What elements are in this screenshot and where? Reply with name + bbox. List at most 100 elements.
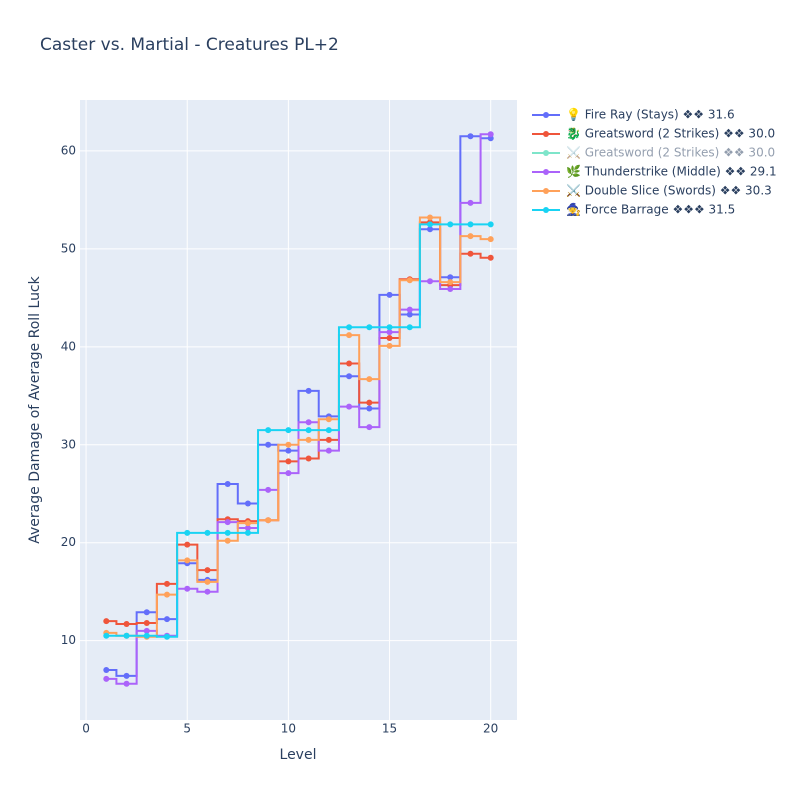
data-point <box>487 236 494 243</box>
data-point <box>224 480 231 487</box>
data-point <box>366 424 373 431</box>
legend-marker <box>543 188 549 194</box>
legend-item[interactable]: 🧙 Force Barrage ❖❖❖ 31.5 <box>532 203 735 217</box>
data-point <box>184 557 191 564</box>
data-point <box>163 633 170 640</box>
legend-item[interactable]: ⚔️ Double Slice (Swords) ❖❖ 30.3 <box>532 184 772 198</box>
data-point <box>163 591 170 598</box>
data-point <box>123 672 130 679</box>
legend-marker <box>543 131 549 137</box>
data-point <box>406 311 413 318</box>
data-point <box>487 254 494 261</box>
data-point <box>244 500 251 507</box>
x-tick-label: 10 <box>281 722 296 736</box>
x-tick-label: 20 <box>483 722 498 736</box>
x-axis-title: Level <box>280 747 317 763</box>
data-point <box>123 680 130 687</box>
legend-label: ⚔️ Greatsword (2 Strikes) ❖❖ 30.0 <box>566 146 775 160</box>
data-point <box>406 324 413 331</box>
data-point <box>285 447 292 454</box>
y-tick-label: 20 <box>61 535 76 549</box>
data-point <box>386 342 393 349</box>
data-point <box>305 436 312 443</box>
legend-label: 🧙 Force Barrage ❖❖❖ 31.5 <box>566 203 735 217</box>
data-point <box>386 291 393 298</box>
data-point <box>325 427 332 434</box>
legend-label: 💡 Fire Ray (Stays) ❖❖ 31.6 <box>566 108 735 122</box>
data-point <box>447 286 454 293</box>
data-point <box>285 470 292 477</box>
y-tick-label: 50 <box>61 241 76 255</box>
data-point <box>163 616 170 623</box>
data-point <box>163 580 170 587</box>
legend: 💡 Fire Ray (Stays) ❖❖ 31.6 🐉 Greatsword (… <box>532 108 777 217</box>
data-point <box>447 221 454 228</box>
data-point <box>427 214 434 221</box>
data-point <box>366 376 373 383</box>
legend-item[interactable]: 💡 Fire Ray (Stays) ❖❖ 31.6 <box>532 108 735 122</box>
data-point <box>467 199 474 206</box>
data-point <box>285 427 292 434</box>
legend-label: ⚔️ Double Slice (Swords) ❖❖ 30.3 <box>566 184 772 198</box>
data-point <box>346 403 353 410</box>
data-point <box>386 329 393 336</box>
data-point <box>204 588 211 595</box>
data-point <box>285 441 292 448</box>
legend-item[interactable]: 🐉 Greatsword (2 Strikes) ❖❖ 30.0 <box>532 127 775 141</box>
data-point <box>467 133 474 140</box>
data-point <box>143 609 150 616</box>
data-point <box>325 416 332 423</box>
data-point <box>184 541 191 548</box>
data-point <box>305 419 312 426</box>
data-point <box>427 278 434 285</box>
data-point <box>143 627 150 634</box>
data-point <box>204 567 211 574</box>
data-point <box>143 632 150 639</box>
x-tick-label: 5 <box>183 722 191 736</box>
data-point <box>305 387 312 394</box>
legend-marker <box>543 150 549 156</box>
series-line <box>106 135 491 677</box>
data-point <box>224 537 231 544</box>
legend-marker <box>543 169 549 175</box>
data-point <box>467 221 474 228</box>
legend-marker <box>543 112 549 118</box>
data-point <box>346 332 353 339</box>
data-point <box>204 529 211 536</box>
legend-item[interactable]: 🌿 Thunderstrike (Middle) ❖❖ 29.1 <box>532 165 777 179</box>
data-point <box>224 519 231 526</box>
data-point <box>305 455 312 462</box>
data-point <box>184 529 191 536</box>
data-point <box>467 250 474 257</box>
x-tick-label: 0 <box>82 722 90 736</box>
data-point <box>265 486 272 493</box>
data-point <box>346 360 353 367</box>
data-point <box>305 427 312 434</box>
y-tick-label: 30 <box>61 437 76 451</box>
data-point <box>265 517 272 524</box>
data-point <box>487 131 494 138</box>
data-point <box>123 632 130 639</box>
data-point <box>244 525 251 532</box>
data-point <box>386 324 393 331</box>
y-axis-title: Average Damage of Average Roll Luck <box>27 275 43 543</box>
data-point <box>123 621 130 628</box>
data-point <box>346 373 353 380</box>
legend-label: 🐉 Greatsword (2 Strikes) ❖❖ 30.0 <box>566 127 775 141</box>
data-point <box>406 306 413 313</box>
legend-label: 🌿 Thunderstrike (Middle) ❖❖ 29.1 <box>566 165 777 179</box>
legend-item[interactable]: ⚔️ Greatsword (2 Strikes) ❖❖ 30.0 <box>532 146 775 160</box>
data-point <box>285 458 292 465</box>
data-point <box>487 221 494 228</box>
data-point <box>103 632 110 639</box>
data-point <box>103 675 110 682</box>
data-point <box>366 405 373 412</box>
data-point <box>467 233 474 240</box>
x-tick-label: 15 <box>382 722 397 736</box>
data-point <box>325 447 332 454</box>
data-point <box>366 324 373 331</box>
y-tick-label: 10 <box>61 633 76 647</box>
data-point <box>103 667 110 674</box>
y-tick-label: 40 <box>61 339 76 353</box>
